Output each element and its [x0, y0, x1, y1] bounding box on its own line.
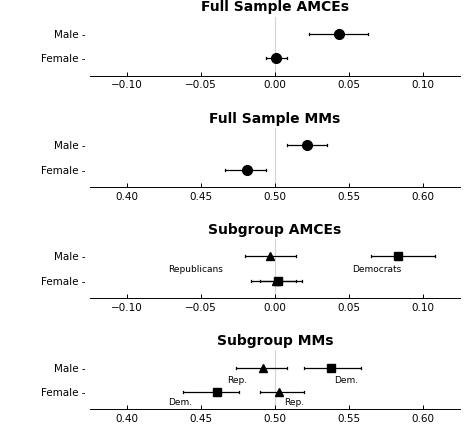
Title: Subgroup MMs: Subgroup MMs: [217, 334, 333, 348]
Text: Dem.: Dem.: [334, 376, 358, 385]
Text: Democrats: Democrats: [352, 265, 401, 274]
Text: Dem.: Dem.: [168, 397, 192, 407]
Title: Full Sample AMCEs: Full Sample AMCEs: [201, 0, 349, 14]
Title: Full Sample MMs: Full Sample MMs: [210, 112, 340, 126]
Text: Rep.: Rep.: [228, 376, 248, 385]
Text: Rep.: Rep.: [284, 397, 304, 407]
Title: Subgroup AMCEs: Subgroup AMCEs: [208, 223, 342, 237]
Text: Republicans: Republicans: [168, 265, 223, 274]
